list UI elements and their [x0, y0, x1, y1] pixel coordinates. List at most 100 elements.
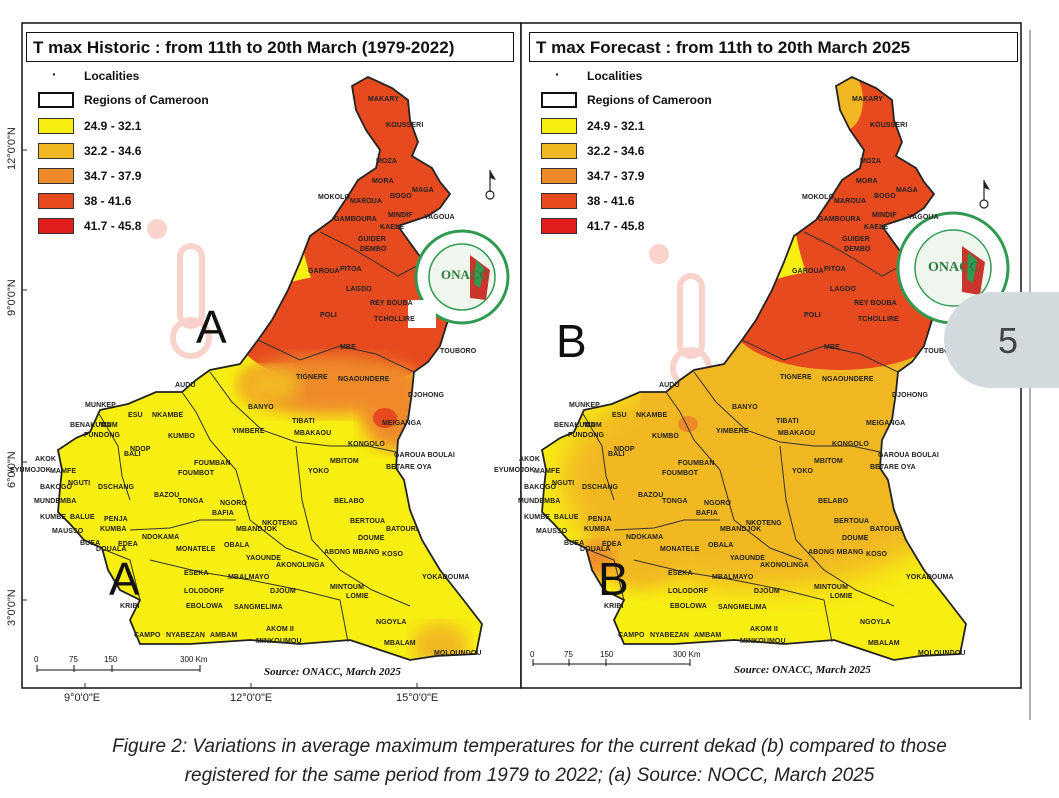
locality-label: TIBATI [292, 418, 315, 425]
panel-a-inset-letter: A [109, 553, 140, 605]
map-figure [21, 22, 1031, 720]
locality-label: KONGOLO [832, 441, 869, 448]
locality-label: KRIBI [120, 603, 140, 610]
locality-label: NGORO [220, 500, 247, 507]
locality-label: DJOUM [754, 588, 780, 595]
locality-label: BETARE OYA [386, 464, 432, 471]
locality-label: KUMBA [584, 526, 611, 533]
locality-label: NYABEZAN [650, 632, 690, 639]
panel-b-inset-letter: B [598, 553, 629, 605]
watermark-dot [147, 219, 167, 239]
locality-label: AKOK [519, 456, 541, 463]
locality-label: NDOP [614, 446, 635, 453]
locality-label: MAGA [412, 187, 434, 194]
locality-label: REY BOUBA [370, 300, 413, 307]
locality-label: YAGOUA [424, 214, 455, 221]
locality-label: BELABO [818, 498, 849, 505]
locality-label: LAGDO [830, 286, 856, 293]
locality-label: KAELE [864, 224, 889, 231]
region-boundary [741, 339, 899, 373]
panel-a-source: Source: ONACC, March 2025 [264, 666, 401, 678]
locality-label: BAFIA [212, 510, 234, 517]
map-historic [56, 75, 483, 661]
locality-label: MAKARY [368, 96, 400, 103]
locality-label: LOLODORF [184, 588, 225, 595]
locality-label: TONGA [662, 498, 688, 505]
locality-label: DEMBO [360, 246, 387, 253]
locality-label: MAROUA [350, 198, 383, 205]
page-number-badge: 5 [944, 292, 1059, 388]
locality-label: PENJA [104, 516, 128, 523]
scale-label: 75 [69, 655, 78, 664]
locality-label: TCHOLLIRE [858, 316, 899, 323]
locality-label: ABONG MBANG [324, 549, 380, 556]
locality-label: BALI [124, 451, 141, 458]
locality-label: BAZOU [638, 492, 664, 499]
locality-label: MAUSSO [52, 528, 84, 535]
locality-label: PENJA [588, 516, 612, 523]
locality-label: MAROUA [834, 198, 867, 205]
locality-label: ESEKA [184, 570, 209, 577]
locality-label: TIBATI [776, 418, 799, 425]
lon-label: 12°0'0"E [230, 692, 273, 704]
scale-label: 300 Km [180, 655, 208, 664]
locality-label: MAUSSO [536, 528, 568, 535]
locality-label: DOUME [358, 535, 385, 542]
locality-label: MINDIF [872, 212, 897, 219]
locality-label: KONGOLO [348, 441, 385, 448]
region-boundary [613, 519, 720, 531]
region-boundary [693, 371, 881, 453]
locality-label: TIGNERE [780, 374, 812, 381]
locality-label: YAOUNDE [246, 555, 282, 562]
locality-label: BALI [608, 451, 625, 458]
onacc-logo [414, 229, 510, 325]
locality-label: MINTOUM [814, 584, 849, 591]
locality-label: MAMFE [534, 468, 561, 475]
legend-swatch-2 [38, 168, 74, 184]
locality-label: YOKO [308, 468, 330, 475]
legend-swatch-0 [38, 118, 74, 134]
locality-label: GAROUA BOULAI [394, 452, 455, 459]
locality-label: NKAMBE [636, 412, 668, 419]
locality-label: MBALMAYO [712, 574, 754, 581]
locality-label: EYUMOJOK [494, 467, 535, 474]
scale-label: 0 [34, 655, 39, 664]
locality-label: NGOYLA [860, 619, 891, 626]
locality-label: AKOM II [266, 626, 294, 633]
locality-label: MBALAM [384, 640, 416, 647]
locality-label: PITOA [340, 266, 362, 273]
panel-a-letter: A [196, 301, 227, 353]
locality-label: BENAKUMA [70, 422, 112, 429]
locality-label: KUMBA [100, 526, 127, 533]
locality-label: GAROUA [792, 268, 824, 275]
north-arrow-icon [485, 170, 496, 200]
locality-label: TOUBORO [924, 348, 961, 355]
locality-label: GAMBOURA [334, 216, 377, 223]
locality-label: YAGOUA [908, 214, 939, 221]
locality-label: AUDU [659, 382, 680, 389]
locality-label: WUM [100, 422, 118, 429]
locality-label: LAGDO [346, 286, 372, 293]
locality-label: MUNKEP [85, 402, 116, 409]
locality-label: NYABEZAN [166, 632, 206, 639]
north-arrow-icon [979, 180, 990, 209]
locality-label: NGUTI [68, 480, 91, 487]
locality-label: KRIBI [604, 603, 624, 610]
locality-label: NGAOUNDERE [822, 376, 874, 383]
locality-label: FOUMBOT [178, 470, 215, 477]
locality-label: ESEKA [668, 570, 693, 577]
locality-label: DSCHANG [98, 484, 135, 491]
locality-label: MBAKAOU [294, 430, 332, 437]
locality-label: BUEA [80, 540, 101, 547]
locality-label: DJOHONG [892, 392, 929, 399]
locality-label: FOUMBAN [678, 460, 715, 467]
locality-label: GAROUA [308, 268, 340, 275]
locality-label: ABONG MBANG [808, 549, 864, 556]
panel-b-letter: B [556, 315, 587, 367]
locality-label: BANYO [248, 404, 274, 411]
locality-label: NKAMBE [152, 412, 184, 419]
locality-label: MAKARY [852, 96, 884, 103]
locality-label: BAZOU [154, 492, 180, 499]
locality-label: KOUSSERI [870, 122, 908, 129]
locality-label: LOLODORF [668, 588, 709, 595]
